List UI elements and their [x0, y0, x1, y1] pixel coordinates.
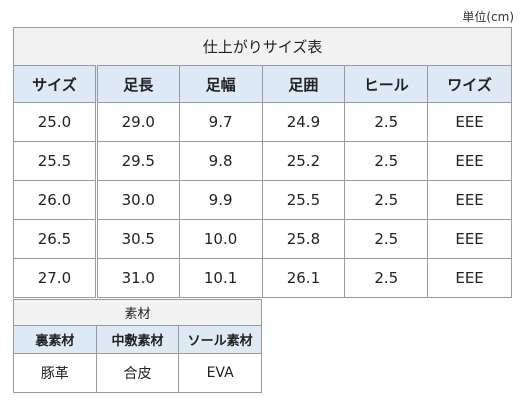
cell-foot-length: 31.0 [95, 258, 180, 298]
cell-size: 26.5 [13, 219, 98, 259]
header-insole-material: 中敷素材 [95, 325, 180, 354]
header-size: サイズ [13, 65, 98, 103]
cell-foot-length: 29.5 [95, 141, 180, 181]
cell-lining-material: 豚革 [13, 353, 97, 393]
cell-foot-girth: 25.5 [261, 180, 346, 220]
table-row: 27.0 31.0 10.1 26.1 2.5 EEE [13, 258, 512, 298]
cell-wise: EEE [427, 180, 512, 220]
cell-heel: 2.5 [344, 180, 429, 220]
cell-insole-material: 合皮 [95, 353, 180, 393]
table-row: 25.0 29.0 9.7 24.9 2.5 EEE [13, 102, 512, 142]
size-table: 仕上がりサイズ表 サイズ 足長 足幅 足囲 ヒール ワイズ 25.0 29.0 … [13, 27, 512, 298]
material-table-header-row: 裏素材 中敷素材 ソール素材 [13, 325, 262, 354]
header-sole-material: ソール素材 [178, 325, 262, 354]
cell-heel: 2.5 [344, 102, 429, 142]
header-lining-material: 裏素材 [13, 325, 97, 354]
cell-foot-length: 30.0 [95, 180, 180, 220]
cell-heel: 2.5 [344, 219, 429, 259]
table-row: 豚革 合皮 EVA [13, 353, 262, 393]
cell-size: 27.0 [13, 258, 98, 298]
cell-sole-material: EVA [178, 353, 262, 393]
cell-size: 26.0 [13, 180, 98, 220]
size-table-title: 仕上がりサイズ表 [13, 27, 512, 66]
header-heel: ヒール [344, 65, 429, 103]
cell-foot-width: 10.0 [178, 219, 263, 259]
cell-foot-width: 9.9 [178, 180, 263, 220]
header-wise: ワイズ [427, 65, 512, 103]
cell-wise: EEE [427, 102, 512, 142]
header-foot-width: 足幅 [178, 65, 263, 103]
table-row: 26.0 30.0 9.9 25.5 2.5 EEE [13, 180, 512, 220]
cell-size: 25.0 [13, 102, 98, 142]
cell-foot-girth: 26.1 [261, 258, 346, 298]
size-table-header-row: サイズ 足長 足幅 足囲 ヒール ワイズ [13, 65, 512, 103]
cell-foot-girth: 25.8 [261, 219, 346, 259]
cell-foot-length: 29.0 [95, 102, 180, 142]
cell-heel: 2.5 [344, 258, 429, 298]
material-table-title-row: 素材 [13, 299, 262, 326]
material-table: 素材 裏素材 中敷素材 ソール素材 豚革 合皮 EVA [13, 299, 262, 393]
cell-wise: EEE [427, 258, 512, 298]
cell-foot-girth: 25.2 [261, 141, 346, 181]
header-foot-length: 足長 [95, 65, 180, 103]
cell-wise: EEE [427, 141, 512, 181]
cell-size: 25.5 [13, 141, 98, 181]
cell-foot-width: 9.8 [178, 141, 263, 181]
material-table-title: 素材 [13, 299, 262, 326]
size-table-title-row: 仕上がりサイズ表 [13, 27, 512, 66]
cell-foot-width: 10.1 [178, 258, 263, 298]
header-foot-girth: 足囲 [261, 65, 346, 103]
table-row: 26.5 30.5 10.0 25.8 2.5 EEE [13, 219, 512, 259]
cell-wise: EEE [427, 219, 512, 259]
cell-foot-girth: 24.9 [261, 102, 346, 142]
cell-foot-width: 9.7 [178, 102, 263, 142]
table-row: 25.5 29.5 9.8 25.2 2.5 EEE [13, 141, 512, 181]
unit-label: 単位(cm) [462, 10, 514, 24]
cell-foot-length: 30.5 [95, 219, 180, 259]
cell-heel: 2.5 [344, 141, 429, 181]
